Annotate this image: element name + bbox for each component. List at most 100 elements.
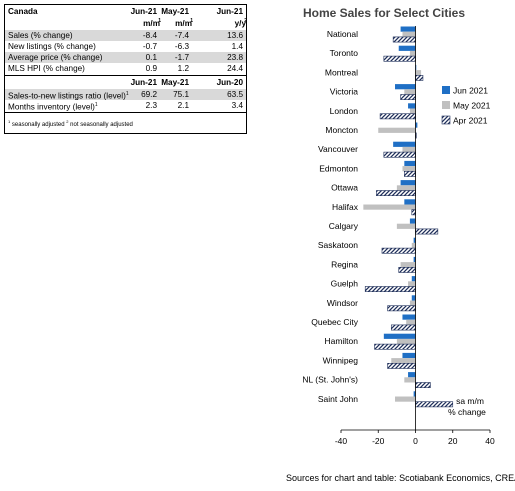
row-value: -6.3 [174, 42, 189, 51]
legend: Jun 2021 May 2021 Apr 2021 [441, 86, 491, 126]
bar-may-2021-victoria [404, 89, 416, 95]
category-label: London [330, 106, 359, 116]
bar-apr-2021-guelph [364, 286, 416, 292]
row-value: 1.4 [231, 42, 243, 51]
bar-may-2021-moncton [378, 127, 416, 133]
legend-label-jun-2021: Jun 2021 [453, 86, 488, 96]
bar-jun-2021-calgary [409, 218, 416, 224]
category-label: Toronto [330, 48, 359, 58]
bar-apr-2021-vancouver [383, 151, 416, 158]
bar-may-2021-calgary [396, 223, 416, 229]
table-row: MLS HPI (% change) 0.9 1.2 24.4 [5, 63, 246, 74]
col-header: Jun-20 [216, 78, 243, 87]
category-labels: National Toronto Montreal Victoria London Mon… [302, 29, 358, 404]
bar-apr-2021-windsor [387, 305, 416, 312]
table-row: Average price (% change) 0.1 -1.7 23.8 [5, 52, 246, 63]
bar-may-2021-toronto [409, 50, 416, 57]
footnote-text: not seasonally adjusted [68, 122, 133, 128]
bar-may-2021-regina [400, 262, 416, 268]
category-label: NL (St. John's) [302, 375, 358, 385]
table-title: Canada [8, 7, 38, 16]
bar-apr-2021-ottawa [376, 190, 416, 196]
bar-may-2021-vancouver [402, 146, 416, 153]
category-label: Windsor [327, 298, 358, 308]
row-label: Sales-to-new listings ratio (level) [8, 91, 126, 101]
bar-may-2021-national [402, 31, 416, 37]
col-header: May-21 [161, 78, 189, 87]
bar-may-2021-quebec-city [406, 319, 416, 325]
x-tick-label: 40 [485, 436, 495, 446]
x-tick-label: -40 [335, 436, 348, 446]
row-label-wrap: Sales-to-new listings ratio (level)1 [8, 89, 129, 102]
row-label: Months inventory (level) [8, 102, 95, 112]
table-divider [5, 112, 246, 113]
table-row: Months inventory (level)1 2.3 2.1 3.4 [5, 100, 246, 113]
x-tick-label: -20 [372, 436, 385, 446]
bar-jun-2021-london [408, 103, 416, 109]
table-footnote: 1 seasonally adjusted 2 not seasonally a… [5, 114, 246, 133]
label-superscript: 1 [125, 91, 129, 97]
x-axis: -40 -20 0 20 40 [335, 26, 495, 446]
legend-swatch-apr-2021 [441, 115, 451, 125]
footnote-marker: 1 [8, 119, 11, 124]
bar-jun-2021-moncton [415, 122, 418, 128]
category-label: Calgary [329, 221, 359, 231]
bar-jun-2021-hamilton [383, 333, 416, 339]
category-label: Winnipeg [323, 355, 359, 365]
legend-swatch-jun-2021 [442, 86, 450, 94]
axis-note-line1: sa m/m [456, 396, 484, 406]
bar-jun-2021-nl-st-john-s [408, 372, 416, 378]
bar-jun-2021-windsor [411, 295, 416, 301]
bar-may-2021-halifax [363, 204, 416, 210]
bar-apr-2021-calgary [415, 228, 439, 235]
bar-jun-2021-national [400, 26, 416, 32]
category-label: National [327, 29, 358, 39]
category-label: Ottawa [331, 183, 358, 193]
unit-superscript: 1 [190, 18, 193, 24]
bar-apr-2021-national [392, 36, 416, 43]
x-tick-label: 0 [413, 436, 418, 446]
bar-jun-2021-vancouver [393, 141, 416, 147]
bar-may-2021-guelph [408, 281, 416, 287]
bar-apr-2021-nl-st-john-s [415, 382, 431, 388]
row-label-wrap: Months inventory (level)1 [8, 100, 98, 113]
bar-may-2021-london [409, 108, 416, 114]
row-label: MLS HPI (% change) [8, 64, 85, 73]
bar-jun-2021-guelph [411, 276, 416, 282]
bar-apr-2021-hamilton [374, 343, 416, 350]
category-label: Edmonton [319, 163, 358, 173]
bar-apr-2021-winnipeg [387, 362, 416, 369]
row-value: 2.3 [145, 101, 157, 110]
col-header: May-21 [161, 7, 189, 16]
bar-may-2021-windsor [409, 300, 416, 306]
bar-jun-2021-regina [413, 256, 416, 263]
label-superscript: 1 [94, 102, 98, 108]
category-label: Halifax [332, 202, 359, 212]
table-row: New listings (% change) -0.7 -6.3 1.4 [5, 41, 246, 52]
category-label: Regina [331, 259, 358, 269]
bar-apr-2021-london [379, 113, 416, 120]
bar-jun-2021-ottawa [400, 180, 416, 186]
unit-header: m/m [175, 19, 192, 28]
bar-may-2021-winnipeg [391, 358, 416, 364]
legend-label-may-2021: May 2021 [453, 101, 491, 111]
bar-may-2021-montreal [415, 70, 422, 76]
bar-jun-2021-halifax [404, 199, 416, 205]
bar-apr-2021-montreal [415, 75, 424, 81]
row-label: Sales (% change) [8, 31, 73, 40]
bar-may-2021-edmonton [402, 166, 416, 172]
table-row: Sales (% change) -8.4 -7.4 13.6 [5, 30, 246, 41]
bar-jun-2021-edmonton [404, 160, 416, 167]
row-label: Average price (% change) [8, 53, 103, 62]
row-value: 75.1 [173, 90, 189, 99]
unit-header: y/y [234, 19, 246, 28]
bar-apr-2021-victoria [400, 94, 416, 100]
category-label: Victoria [330, 87, 358, 97]
row-value: 63.5 [227, 90, 243, 99]
table-subheader-row: Jun-21 May-21 Jun-20 [5, 77, 246, 89]
category-label: Moncton [325, 125, 358, 135]
row-value: 69.2 [141, 90, 157, 99]
unit-header-row: m/m 1 m/m 1 y/y 2 [5, 18, 247, 30]
bar-may-2021-hamilton [396, 338, 416, 345]
